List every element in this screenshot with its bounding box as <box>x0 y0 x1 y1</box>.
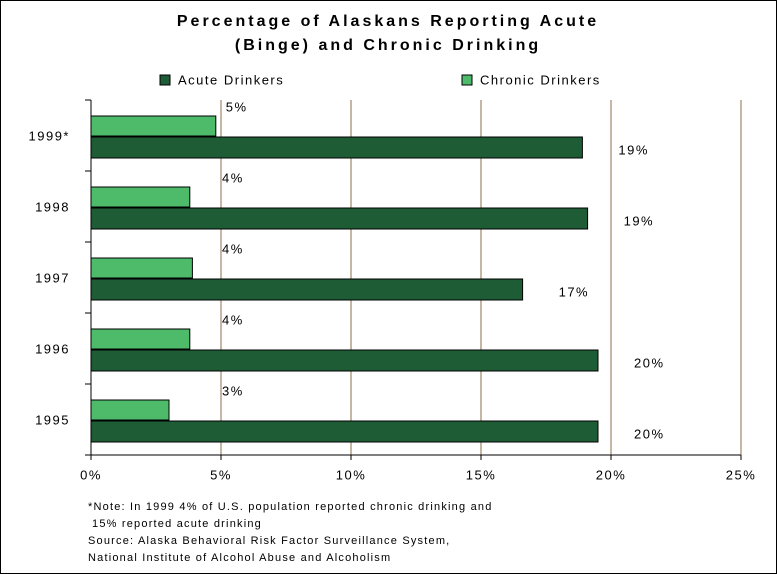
x-tick-label: 0% <box>80 467 102 482</box>
value-label: 3% <box>222 383 244 398</box>
chart-title: (Binge) and Chronic Drinking <box>235 37 541 54</box>
y-tick-label: 1996 <box>35 341 70 356</box>
footnote: 15% reported acute drinking <box>92 518 262 530</box>
x-tick-label: 25% <box>726 467 757 482</box>
legend-label: Acute Drinkers <box>178 72 284 87</box>
bar <box>90 115 217 137</box>
y-tick-label: 1999* <box>29 128 70 143</box>
bar <box>90 207 589 230</box>
y-tick-label: 1995 <box>35 412 70 427</box>
value-label: 5% <box>226 99 248 114</box>
footnote: *Note: In 1999 4% of U.S. population rep… <box>88 501 493 513</box>
legend-swatch <box>159 74 171 86</box>
y-tick-label: 1998 <box>35 199 70 214</box>
bar <box>90 420 599 443</box>
y-tick-label: 1997 <box>35 270 70 285</box>
bar <box>90 399 170 421</box>
value-label: 20% <box>634 355 665 370</box>
value-label: 19% <box>624 213 655 228</box>
bar <box>90 136 583 159</box>
value-label: 17% <box>559 284 590 299</box>
value-label: 19% <box>618 142 649 157</box>
x-tick-label: 10% <box>336 467 367 482</box>
bar <box>90 349 599 372</box>
legend-swatch <box>461 74 473 86</box>
bar <box>90 328 191 350</box>
x-tick-label: 20% <box>596 467 627 482</box>
chart-title: Percentage of Alaskans Reporting Acute <box>177 13 599 30</box>
footnote: National Institute of Alcohol Abuse and … <box>88 552 391 564</box>
x-tick-label: 5% <box>210 467 232 482</box>
value-label: 20% <box>634 426 665 441</box>
legend-label: Chronic Drinkers <box>480 72 601 87</box>
value-label: 4% <box>222 241 244 256</box>
bar <box>90 278 524 301</box>
x-tick-label: 15% <box>466 467 497 482</box>
bar <box>90 257 193 279</box>
value-label: 4% <box>222 170 244 185</box>
footnote: Source: Alaska Behavioral Risk Factor Su… <box>88 535 450 547</box>
bar <box>90 186 191 208</box>
value-label: 4% <box>222 312 244 327</box>
